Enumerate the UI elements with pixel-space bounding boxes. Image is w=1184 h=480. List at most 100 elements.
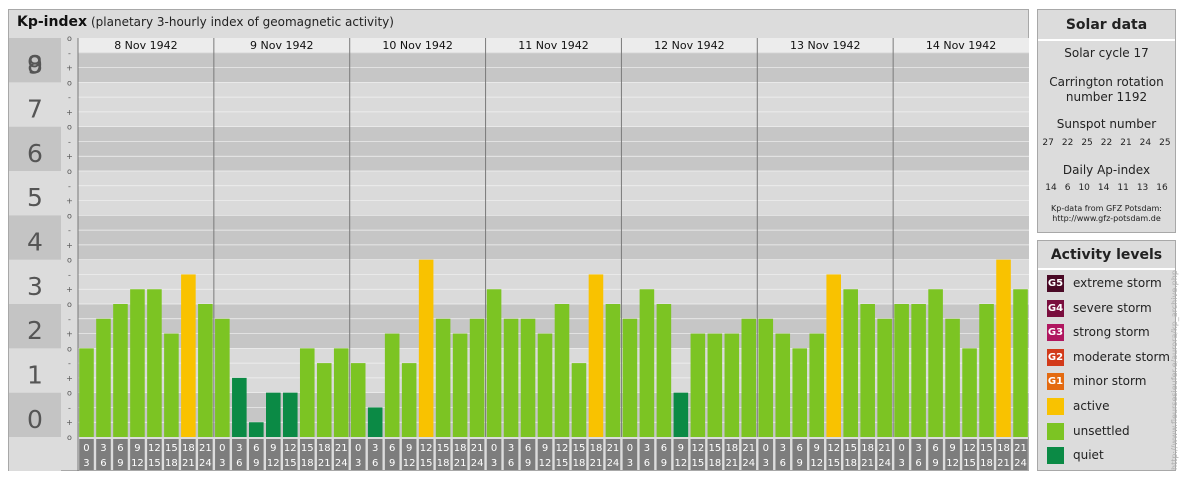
interval-box [741,439,757,470]
kp-bar [588,274,604,437]
sunspot-value: 27 [1042,138,1054,148]
interval-start-label: 6 [117,443,123,454]
ap-value: 13 [1136,183,1149,193]
interval-start-label: 0 [627,443,633,454]
interval-start-label: 18 [997,443,1010,454]
day-label: 14 Nov 1942 [926,39,996,52]
subscale-tick: + [66,241,73,250]
interval-end-label: 18 [708,458,721,469]
chart-title: Kp-index (planetary 3-hourly index of geo… [17,14,394,30]
solar-data-panel: Solar data Solar cycle 17 Carrington rot… [1037,9,1176,233]
source-line2: http://www.gfz-potsdam.de [1052,214,1161,223]
day-label: 11 Nov 1942 [518,39,588,52]
kp-bar [996,259,1011,437]
kp-bar [469,318,485,437]
interval-box [147,439,162,470]
interval-start-label: 21 [607,443,620,454]
kp-bar [198,304,213,437]
interval-start-label: 0 [83,443,89,454]
kp-bar [1013,289,1028,437]
kp-bar [282,392,298,437]
kp-bar [418,259,434,437]
kp-bar [554,304,570,437]
interval-box [266,439,281,470]
interval-start-label: 15 [573,443,586,454]
interval-box [435,439,451,470]
kp-bar [96,318,111,437]
subscale-tick: o [67,34,72,43]
interval-start-label: 6 [661,443,667,454]
interval-start-label: 3 [644,443,650,454]
interval-box [79,439,94,470]
day-label: 9 Nov 1942 [250,39,313,52]
interval-end-label: 12 [810,458,823,469]
interval-end-label: 21 [454,458,467,469]
interval-box [826,439,841,470]
legend-swatch: G4 [1047,299,1064,317]
interval-end-label: 9 [253,458,259,469]
kp-bar [979,304,994,437]
kp-bar [401,363,417,437]
y-axis-band [9,171,61,216]
interval-start-label: 6 [797,443,803,454]
interval-start-label: 6 [525,443,531,454]
interval-end-label: 24 [607,458,620,469]
kp-bar [537,333,553,437]
legend-swatch: G1 [1047,373,1064,391]
sunspot-value: 21 [1120,138,1132,148]
interval-end-label: 18 [301,458,314,469]
subscale-tick: - [68,93,71,102]
y-tick-label: 8 [27,50,43,79]
kp-bar [232,377,247,437]
y-axis-band [9,348,61,393]
y-tick-label: 0 [27,405,43,434]
interval-box [656,439,672,470]
kp-bar [316,363,332,437]
kp-band [78,126,1029,171]
interval-start-label: 0 [491,443,497,454]
interval-start-label: 21 [471,443,484,454]
subscale-tick: o [67,389,72,398]
interval-end-label: 18 [844,458,857,469]
interval-box [537,439,553,470]
interval-box [503,439,519,470]
y-axis-band [9,304,61,349]
interval-end-label: 18 [980,458,993,469]
interval-start-label: 12 [420,443,433,454]
y-axis-band [9,38,61,83]
interval-start-label: 15 [708,443,721,454]
interval-start-label: 12 [284,443,297,454]
kp-bar [622,318,638,437]
legend-swatch [1047,422,1064,440]
interval-box [113,439,128,470]
interval-box [232,439,247,470]
kp-bar [181,274,196,437]
interval-box [996,439,1011,470]
interval-start-label: 18 [725,443,738,454]
kp-bar [130,289,145,437]
ap-value: 10 [1078,183,1090,193]
interval-end-label: 15 [556,458,569,469]
interval-start-label: 3 [780,443,786,454]
interval-end-label: 3 [83,458,89,469]
interval-start-label: 18 [318,443,331,454]
interval-start-label: 15 [165,443,178,454]
interval-box [962,439,977,470]
interval-start-label: 18 [182,443,195,454]
interval-end-label: 6 [372,458,378,469]
interval-end-label: 18 [573,458,586,469]
interval-end-label: 24 [335,458,348,469]
ap-value: 14 [1045,183,1057,193]
interval-end-label: 24 [471,458,484,469]
interval-box [469,439,485,470]
kp-bar [571,363,587,437]
interval-end-label: 3 [763,458,769,469]
legend-swatch: G3 [1047,324,1064,342]
kp-bar [266,392,281,437]
kp-bar [164,333,179,437]
interval-box [945,439,960,470]
interval-end-label: 9 [525,458,531,469]
interval-box [452,439,468,470]
kp-bar [945,318,960,437]
kp-band [78,171,1029,216]
